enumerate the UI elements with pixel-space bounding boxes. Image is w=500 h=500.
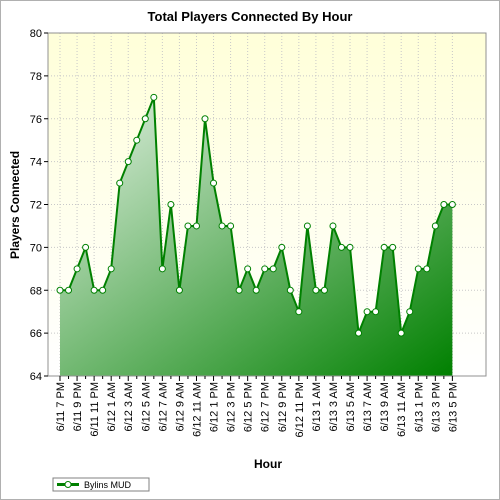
data-point bbox=[355, 329, 363, 337]
x-tick-label: 6/13 7 AM bbox=[362, 382, 374, 432]
y-tick-label: 80 bbox=[30, 28, 42, 40]
x-axis-title: Hour bbox=[254, 457, 282, 471]
y-tick-label: 70 bbox=[30, 242, 42, 254]
data-point bbox=[150, 93, 158, 101]
data-point bbox=[440, 201, 448, 208]
series-area-fill bbox=[60, 97, 453, 376]
legend: Bylins MUD bbox=[52, 477, 150, 492]
legend-label: Bylins MUD bbox=[84, 480, 132, 490]
x-tick-label: 6/12 7 PM bbox=[260, 382, 272, 432]
data-point bbox=[269, 265, 277, 273]
data-point bbox=[286, 286, 294, 294]
data-point bbox=[261, 265, 269, 273]
data-point bbox=[337, 243, 345, 251]
data-point bbox=[389, 243, 397, 251]
data-point bbox=[99, 286, 107, 294]
x-tick-label: 6/12 9 AM bbox=[174, 382, 186, 432]
x-tick-label: 6/12 5 PM bbox=[243, 382, 255, 432]
x-tick-label: 6/11 11 PM bbox=[89, 382, 101, 437]
data-point bbox=[141, 115, 149, 123]
x-tick-label: 6/13 3 PM bbox=[430, 382, 442, 432]
data-point bbox=[372, 308, 380, 316]
x-tick-label: 6/13 9 AM bbox=[379, 382, 391, 432]
data-point bbox=[278, 243, 286, 251]
x-tick-label: 6/13 3 AM bbox=[328, 382, 340, 432]
y-tick-label: 66 bbox=[30, 328, 42, 340]
data-point bbox=[218, 222, 226, 230]
y-tick-label: 64 bbox=[30, 371, 42, 383]
data-point bbox=[295, 308, 303, 316]
x-tick-label: 6/12 9 PM bbox=[277, 382, 289, 432]
y-tick-label: 72 bbox=[30, 200, 42, 212]
data-point bbox=[175, 286, 183, 294]
data-point bbox=[90, 286, 98, 294]
data-point bbox=[73, 265, 81, 273]
data-point bbox=[363, 308, 371, 316]
legend-box bbox=[52, 477, 150, 492]
data-point bbox=[312, 286, 320, 294]
data-point bbox=[303, 222, 311, 230]
x-tick-label: 6/13 1 AM bbox=[311, 382, 323, 432]
y-axis-title: Players Connected bbox=[8, 151, 22, 259]
data-point bbox=[397, 329, 405, 337]
y-tick-labels: 64 66 68 70 72 74 76 78 80 bbox=[30, 28, 42, 383]
x-tick-label: 6/12 1 AM bbox=[106, 382, 118, 432]
data-point bbox=[65, 286, 73, 294]
data-point bbox=[167, 201, 175, 208]
data-point bbox=[56, 286, 64, 294]
legend-marker bbox=[64, 481, 72, 488]
data-point bbox=[329, 222, 337, 230]
y-tick-label: 74 bbox=[30, 157, 42, 169]
x-tick-label: 6/12 3 AM bbox=[123, 382, 135, 432]
y-tick-label: 76 bbox=[30, 114, 42, 126]
data-point bbox=[448, 201, 456, 208]
chart-title: Total Players Connected By Hour bbox=[148, 9, 353, 24]
data-point bbox=[244, 265, 252, 273]
data-point bbox=[406, 308, 414, 316]
data-point bbox=[184, 222, 192, 230]
y-tick-label: 78 bbox=[30, 71, 42, 83]
x-tick-labels: 6/11 7 PM 6/11 9 PM 6/11 11 PM 6/12 1 AM 6/1… bbox=[55, 382, 459, 437]
data-point bbox=[133, 136, 141, 144]
data-point bbox=[414, 265, 422, 273]
x-tick-label: 6/12 5 AM bbox=[140, 382, 152, 432]
x-tick-label: 6/12 1 PM bbox=[209, 382, 221, 432]
series-points bbox=[56, 93, 456, 337]
data-point bbox=[252, 286, 260, 294]
data-point bbox=[431, 222, 439, 230]
axes bbox=[44, 32, 487, 381]
x-tick-label: 6/11 7 PM bbox=[55, 382, 67, 431]
data-point bbox=[107, 265, 115, 273]
data-point bbox=[380, 243, 388, 251]
x-tick-label: 6/13 5 AM bbox=[345, 382, 357, 432]
data-point bbox=[192, 222, 200, 230]
x-tick-label: 6/12 11 AM bbox=[191, 382, 203, 437]
x-tick-label: 6/13 1 PM bbox=[413, 382, 425, 432]
data-point bbox=[158, 265, 166, 273]
data-point bbox=[124, 158, 132, 166]
data-point bbox=[82, 243, 90, 251]
x-tick-label: 6/12 11 PM bbox=[294, 382, 306, 437]
data-point bbox=[201, 115, 209, 123]
data-point bbox=[320, 286, 328, 294]
y-tick-label: 68 bbox=[30, 285, 42, 297]
data-point bbox=[423, 265, 431, 273]
x-tick-label: 6/12 7 AM bbox=[157, 382, 169, 432]
data-point bbox=[235, 286, 243, 294]
data-point bbox=[227, 222, 235, 230]
x-tick-label: 6/13 5 PM bbox=[447, 382, 459, 432]
data-point bbox=[116, 179, 124, 187]
data-point bbox=[210, 179, 218, 187]
x-tick-label: 6/12 3 PM bbox=[226, 382, 238, 432]
data-point bbox=[346, 243, 354, 251]
x-tick-label: 6/13 11 AM bbox=[396, 382, 408, 437]
x-tick-label: 6/11 9 PM bbox=[72, 382, 84, 431]
